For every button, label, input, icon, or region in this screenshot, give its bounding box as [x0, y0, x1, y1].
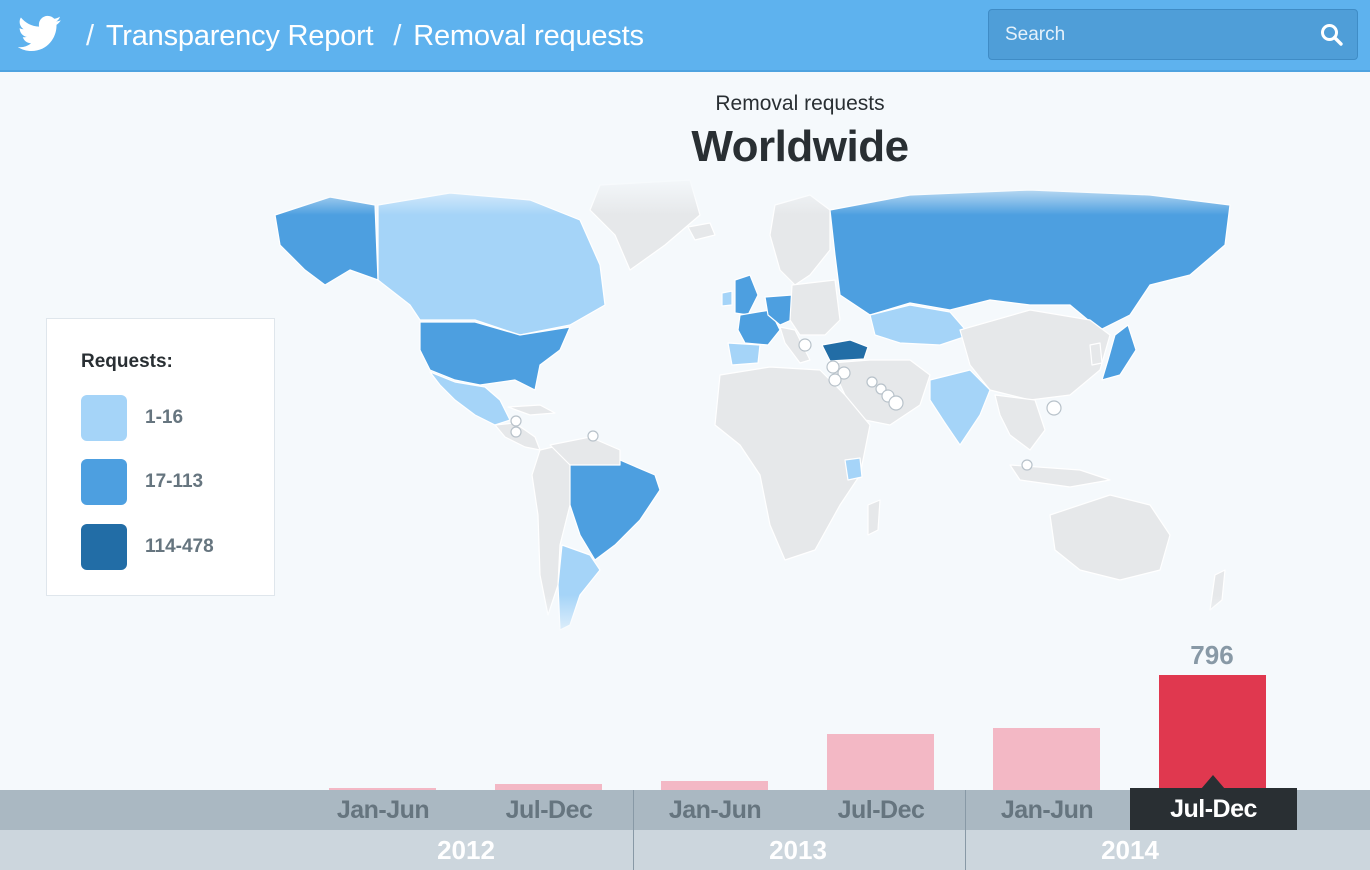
- period-tab[interactable]: Jan-Jun: [668, 796, 762, 824]
- map-turkey[interactable]: [821, 339, 869, 362]
- bar-period[interactable]: [826, 734, 934, 790]
- map-japan[interactable]: [1101, 324, 1137, 381]
- map-uk[interactable]: [734, 274, 759, 316]
- legend-label-high: 114-478: [145, 536, 214, 557]
- map-africa[interactable]: [714, 366, 871, 561]
- breadcrumb-transparency-report[interactable]: Transparency Report: [105, 19, 374, 52]
- map-southeast-asia[interactable]: [994, 394, 1046, 451]
- search-input[interactable]: [989, 10, 1309, 59]
- map-korea[interactable]: [1089, 342, 1103, 366]
- map-indonesia[interactable]: [1009, 464, 1111, 488]
- legend-label-low: 1-16: [145, 407, 184, 428]
- period-tab[interactable]: Jan-Jun: [336, 796, 430, 824]
- breadcrumb-separator: /: [393, 19, 402, 52]
- map-marker[interactable]: [866, 376, 878, 388]
- legend-label-mid: 17-113: [145, 471, 204, 492]
- year-row: 2012 2013 2014: [0, 830, 1370, 870]
- legend-swatch-mid: [81, 459, 127, 505]
- top-bar: / Transparency Report / Removal requests: [0, 0, 1370, 72]
- legend-item-low: 1-16: [81, 395, 183, 441]
- period-tab[interactable]: Jul-Dec: [837, 796, 925, 824]
- map-iceland[interactable]: [687, 222, 716, 241]
- map-india[interactable]: [929, 369, 991, 446]
- map-usa[interactable]: [419, 321, 571, 391]
- period-tab[interactable]: Jan-Jun: [1000, 796, 1094, 824]
- year-label[interactable]: 2013: [769, 835, 827, 865]
- legend-title: Requests:: [81, 351, 173, 372]
- bar-period[interactable]: [660, 781, 768, 790]
- bar-value-label: 796: [1190, 640, 1234, 670]
- map-marker[interactable]: [888, 395, 904, 411]
- map-marker[interactable]: [510, 415, 522, 427]
- page-title: Worldwide: [691, 122, 909, 171]
- map-ireland[interactable]: [721, 290, 733, 307]
- year-label[interactable]: 2014: [1101, 835, 1159, 865]
- bar-selected[interactable]: [1158, 675, 1266, 790]
- map-china[interactable]: [959, 309, 1111, 401]
- twitter-bird-icon[interactable]: [18, 14, 62, 54]
- map-venezuela[interactable]: [549, 436, 621, 466]
- year-divider: [965, 790, 966, 870]
- map-madagascar[interactable]: [867, 499, 881, 536]
- map-marker[interactable]: [798, 338, 812, 352]
- requests-bar-chart: 796: [0, 630, 1370, 792]
- page-subtitle: Removal requests: [715, 92, 885, 115]
- map-marker[interactable]: [826, 360, 840, 374]
- search-box: [988, 9, 1358, 60]
- legend-item-high: 114-478: [81, 524, 214, 570]
- map-fade-top: [270, 175, 1240, 215]
- legend-panel: Requests: 1-16 17-113 114-478: [46, 318, 275, 596]
- map-marker[interactable]: [1046, 400, 1062, 416]
- breadcrumb-removal-requests[interactable]: Removal requests: [413, 19, 644, 52]
- map-marker[interactable]: [837, 366, 851, 380]
- map-fade-bottom: [270, 595, 1240, 645]
- period-tab[interactable]: Jul-Dec: [1130, 788, 1297, 831]
- bar-period[interactable]: [328, 788, 436, 790]
- legend-swatch-low: [81, 395, 127, 441]
- period-row: Jan-Jun Jul-Dec Jan-Jun Jul-Dec Jan-Jun Jul-D…: [0, 775, 1370, 831]
- map-marker[interactable]: [1021, 459, 1033, 471]
- search-icon[interactable]: [1319, 22, 1345, 48]
- year-divider: [633, 790, 634, 870]
- map-eastern-europe[interactable]: [789, 279, 841, 336]
- breadcrumb: / Transparency Report / Removal requests: [80, 16, 658, 56]
- bar-period[interactable]: [992, 728, 1100, 790]
- selection-pointer: [1201, 775, 1225, 789]
- year-label[interactable]: 2012: [437, 835, 495, 865]
- map-brazil[interactable]: [569, 459, 661, 561]
- period-tab[interactable]: Jul-Dec: [505, 796, 593, 824]
- legend-swatch-high: [81, 524, 127, 570]
- legend-item-mid: 17-113: [81, 459, 203, 505]
- breadcrumb-separator: /: [86, 19, 94, 52]
- map-marker[interactable]: [510, 426, 522, 438]
- map-marker[interactable]: [828, 373, 842, 387]
- map-marker[interactable]: [587, 430, 599, 442]
- bar-period[interactable]: [494, 784, 602, 790]
- map-mexico[interactable]: [429, 371, 511, 426]
- map-cuba[interactable]: [507, 404, 556, 416]
- map-spain[interactable]: [727, 342, 761, 366]
- map-italy[interactable]: [779, 326, 811, 364]
- world-map[interactable]: [270, 175, 1240, 645]
- map-australia[interactable]: [1049, 494, 1171, 581]
- map-kazakhstan[interactable]: [869, 304, 971, 346]
- map-kenya[interactable]: [844, 457, 863, 481]
